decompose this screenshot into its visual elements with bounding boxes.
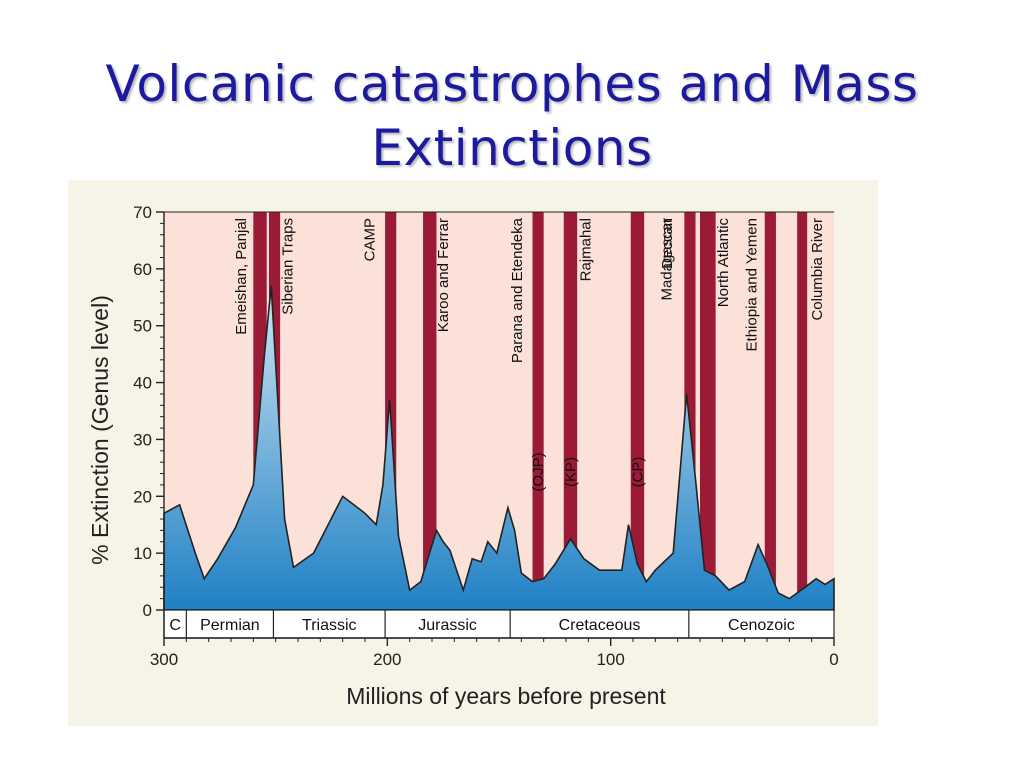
event-label-9: Ethiopia and Yemen bbox=[743, 218, 760, 351]
period-label-0: C bbox=[169, 617, 181, 634]
annotation-2: (CP) bbox=[630, 457, 647, 488]
event-label-7: Deccan bbox=[659, 218, 676, 269]
event-band-4 bbox=[532, 212, 544, 610]
event-label-10: Columbia River bbox=[809, 218, 826, 321]
period-label-5: Cenozoic bbox=[728, 617, 795, 634]
y-tick-label-1: 10 bbox=[133, 544, 152, 563]
event-label-4: Parana and Etendeka bbox=[509, 217, 526, 363]
annotations: (OJP) (KP) (CP) bbox=[530, 452, 646, 491]
event-label-1: Siberian Traps bbox=[280, 218, 297, 315]
extinction-area bbox=[163, 285, 835, 611]
x-axis-title: Millions of years before present bbox=[346, 683, 666, 709]
annotation-1: (KP) bbox=[563, 457, 580, 487]
event-band-7 bbox=[684, 212, 696, 610]
event-band-9 bbox=[764, 212, 776, 610]
y-axis-title: % Extinction (Genus level) bbox=[87, 295, 113, 565]
event-labels: Emeishan, Panjal Siberian Traps CAMP Karoo … bbox=[233, 217, 826, 363]
y-tick-label-0: 0 bbox=[143, 601, 152, 620]
event-band-3 bbox=[423, 212, 437, 610]
period-label-3: Jurassic bbox=[418, 617, 477, 634]
extinction-chart: Emeishan, Panjal Siberian Traps CAMP Karoo … bbox=[87, 203, 839, 709]
event-label-2: CAMP bbox=[362, 218, 379, 261]
x-tick-label-1: 200 bbox=[373, 650, 401, 669]
event-label-8: North Atlantic bbox=[715, 218, 732, 308]
y-tick-label-5: 50 bbox=[133, 317, 152, 336]
event-band-10 bbox=[797, 212, 808, 610]
y-tick-label-3: 30 bbox=[133, 430, 152, 449]
period-label-4: Cretaceous bbox=[559, 617, 641, 634]
y-tick-label-2: 20 bbox=[133, 487, 152, 506]
y-tick-label-6: 60 bbox=[133, 260, 152, 279]
event-band-6 bbox=[630, 212, 645, 610]
x-tick-label-3: 0 bbox=[829, 650, 838, 669]
event-band-5 bbox=[563, 212, 578, 610]
x-tick-label-0: 300 bbox=[150, 650, 178, 669]
period-label-2: Triassic bbox=[302, 617, 357, 634]
event-label-3: Karoo and Ferrar bbox=[435, 218, 452, 332]
axes: 0 10 20 30 40 50 60 70 300 200 100 0 bbox=[133, 203, 839, 669]
slide-title-line-1: Volcanic catastrophes and Mass bbox=[105, 55, 919, 113]
period-strip: C Permian Triassic Jurassic Cretaceous Cenozo… bbox=[163, 609, 835, 639]
y-tick-label-4: 40 bbox=[133, 374, 152, 393]
slide-title: Volcanic catastrophes and Mass Extinctio… bbox=[0, 52, 1024, 180]
event-label-0: Emeishan, Panjal bbox=[233, 218, 250, 335]
event-band-8 bbox=[700, 212, 716, 610]
period-label-1: Permian bbox=[200, 617, 260, 634]
y-tick-label-7: 70 bbox=[133, 203, 152, 222]
event-label-5: Rajmahal bbox=[578, 218, 595, 281]
x-tick-label-2: 100 bbox=[596, 650, 624, 669]
annotation-0: (OJP) bbox=[530, 452, 547, 491]
slide-title-line-2: Extinctions bbox=[371, 119, 653, 177]
event-label-6: Madagascar bbox=[659, 218, 676, 301]
